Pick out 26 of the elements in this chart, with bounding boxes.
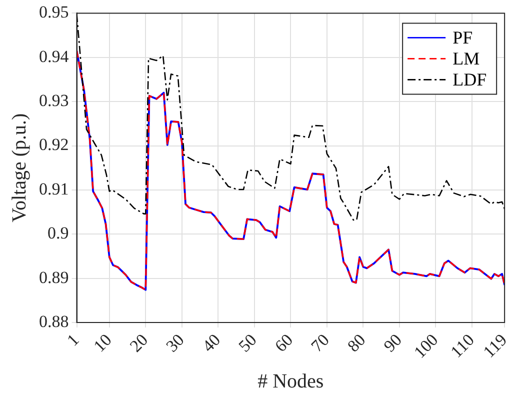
x-tick-label: 1 <box>63 330 83 350</box>
y-tick-label: 0.95 <box>39 2 69 22</box>
x-tick-label: 30 <box>162 330 188 356</box>
x-tick-label: 20 <box>126 330 152 356</box>
legend-label: LM <box>452 48 480 68</box>
x-tick-label: 110 <box>446 330 478 362</box>
x-tick-label: 70 <box>307 330 333 356</box>
x-tick-label: 10 <box>90 330 116 356</box>
y-tick-label: 0.88 <box>39 312 69 332</box>
y-tick-label: 0.94 <box>39 46 70 66</box>
legend-label: LDF <box>452 69 487 90</box>
y-tick-label: 0.92 <box>39 135 69 154</box>
x-tick-label: 90 <box>380 330 406 356</box>
x-axis-title: # Nodes <box>258 370 324 392</box>
legend-label: PF <box>452 27 473 48</box>
y-tick-label: 0.89 <box>39 268 69 287</box>
y-tick-label: 0.93 <box>39 91 69 110</box>
x-tick-label: 119 <box>480 330 511 362</box>
x-tick-label: 60 <box>271 330 297 356</box>
y-tick-label: 0.9 <box>48 224 69 243</box>
x-tick-label: 40 <box>198 330 224 356</box>
x-tick-label: 80 <box>344 330 370 356</box>
y-tick-label: 0.91 <box>39 179 69 198</box>
x-tick-label: 100 <box>410 330 442 362</box>
y-axis-title: Voltage (p.u.) <box>8 113 30 222</box>
x-tick-label: 50 <box>234 330 260 356</box>
